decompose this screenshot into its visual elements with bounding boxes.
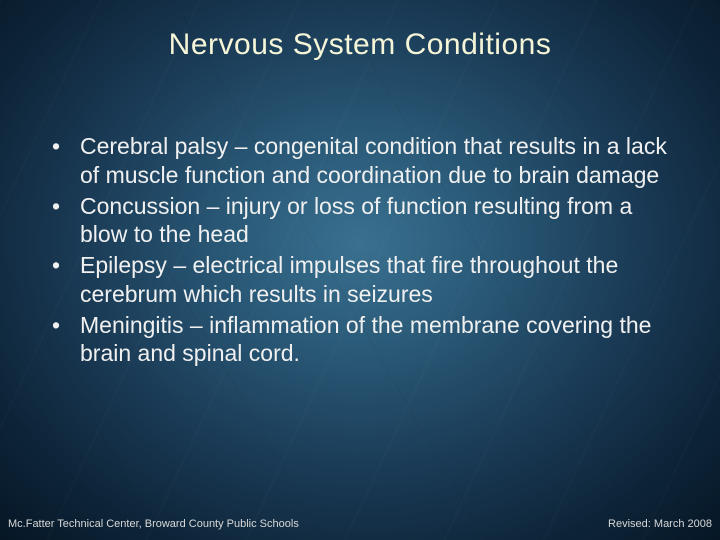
slide: Nervous System Conditions Cerebral palsy… xyxy=(0,0,720,540)
footer-right: Revised: March 2008 xyxy=(608,518,712,530)
list-item: Meningitis – inflammation of the membran… xyxy=(40,311,680,369)
list-item: Epilepsy – electrical impulses that fire… xyxy=(40,251,680,309)
list-item: Concussion – injury or loss of function … xyxy=(40,192,680,250)
bullet-list: Cerebral palsy – congenital condition th… xyxy=(40,132,680,368)
slide-footer: Mc.Fatter Technical Center, Broward Coun… xyxy=(0,518,720,530)
slide-content: Cerebral palsy – congenital condition th… xyxy=(0,62,720,368)
list-item: Cerebral palsy – congenital condition th… xyxy=(40,132,680,190)
footer-left: Mc.Fatter Technical Center, Broward Coun… xyxy=(8,518,299,530)
slide-title: Nervous System Conditions xyxy=(0,0,720,62)
